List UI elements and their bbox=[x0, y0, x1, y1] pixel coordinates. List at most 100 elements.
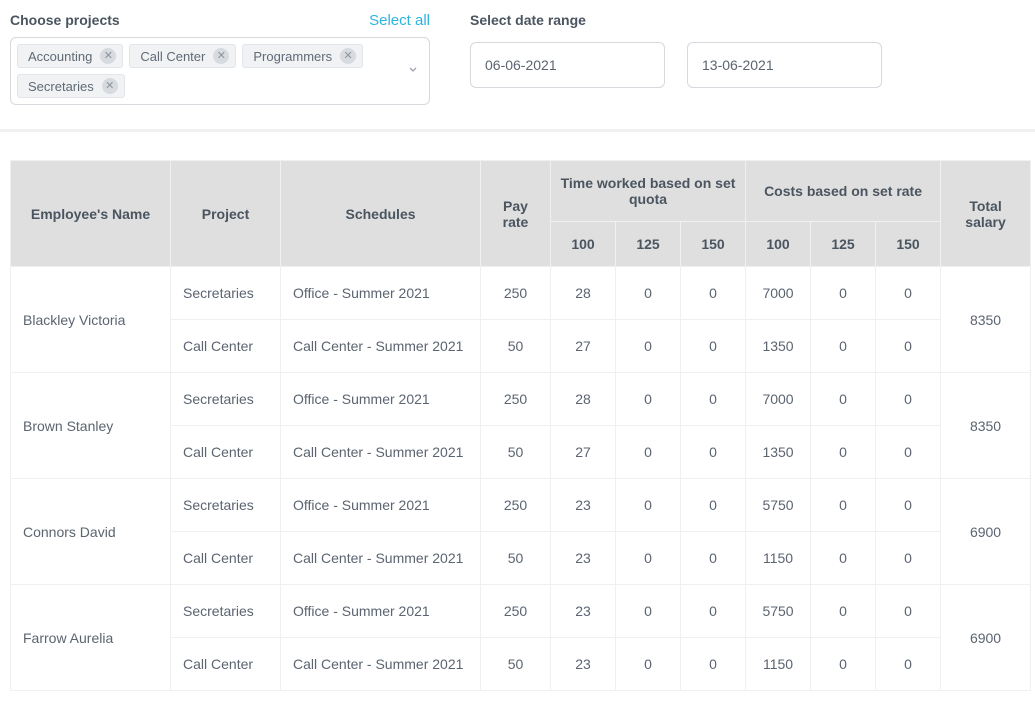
cell-project: Call Center bbox=[171, 532, 281, 585]
date-range-filter: Select date range 06-06-2021 13-06-2021 bbox=[470, 12, 882, 88]
table-row: Farrow AureliaSecretariesOffice - Summer… bbox=[11, 585, 1031, 638]
cell-t100: 27 bbox=[551, 426, 616, 479]
th-pay-rate: Pay rate bbox=[481, 161, 551, 267]
cell-t150: 0 bbox=[681, 426, 746, 479]
cell-schedule: Office - Summer 2021 bbox=[281, 373, 481, 426]
cell-c125: 0 bbox=[811, 638, 876, 691]
th-total: Total salary bbox=[941, 161, 1031, 267]
cell-total-salary: 8350 bbox=[941, 373, 1031, 479]
cell-t150: 0 bbox=[681, 479, 746, 532]
th-employee: Employee's Name bbox=[11, 161, 171, 267]
cell-c125: 0 bbox=[811, 320, 876, 373]
cell-pay: 250 bbox=[481, 585, 551, 638]
th-schedules: Schedules bbox=[281, 161, 481, 267]
filters-bar: Choose projects Select all Accounting✕Ca… bbox=[0, 0, 1035, 132]
project-chip-label: Secretaries bbox=[28, 79, 94, 94]
date-row: 06-06-2021 13-06-2021 bbox=[470, 42, 882, 88]
cell-c125: 0 bbox=[811, 373, 876, 426]
date-to-input[interactable]: 13-06-2021 bbox=[687, 42, 882, 88]
cell-t125: 0 bbox=[616, 638, 681, 691]
cell-t125: 0 bbox=[616, 426, 681, 479]
cell-schedule: Call Center - Summer 2021 bbox=[281, 532, 481, 585]
cell-c100: 1350 bbox=[746, 320, 811, 373]
chevron-down-icon[interactable] bbox=[407, 64, 419, 79]
cell-schedule: Office - Summer 2021 bbox=[281, 267, 481, 320]
cell-t125: 0 bbox=[616, 267, 681, 320]
cell-t150: 0 bbox=[681, 532, 746, 585]
project-chip-label: Call Center bbox=[140, 49, 205, 64]
cell-t125: 0 bbox=[616, 320, 681, 373]
cell-c100: 1350 bbox=[746, 426, 811, 479]
date-to-value: 13-06-2021 bbox=[702, 57, 774, 73]
th-cost-125: 125 bbox=[811, 222, 876, 267]
cell-project: Secretaries bbox=[171, 267, 281, 320]
cell-c100: 7000 bbox=[746, 267, 811, 320]
close-icon[interactable]: ✕ bbox=[102, 78, 118, 94]
project-chip[interactable]: Programmers ✕ bbox=[242, 44, 363, 68]
cell-total-salary: 6900 bbox=[941, 585, 1031, 691]
th-cost-group: Costs based on set rate bbox=[746, 161, 941, 222]
cell-project: Call Center bbox=[171, 638, 281, 691]
th-project: Project bbox=[171, 161, 281, 267]
cell-c100: 5750 bbox=[746, 585, 811, 638]
project-chip-label: Programmers bbox=[253, 49, 332, 64]
cell-c150: 0 bbox=[876, 373, 941, 426]
cell-c125: 0 bbox=[811, 267, 876, 320]
projects-filter: Choose projects Select all Accounting✕Ca… bbox=[10, 12, 430, 105]
date-from-input[interactable]: 06-06-2021 bbox=[470, 42, 665, 88]
cell-employee-name: Farrow Aurelia bbox=[11, 585, 171, 691]
close-icon[interactable]: ✕ bbox=[340, 48, 356, 64]
table-body: Blackley VictoriaSecretariesOffice - Sum… bbox=[11, 267, 1031, 691]
cell-schedule: Office - Summer 2021 bbox=[281, 585, 481, 638]
cell-t100: 23 bbox=[551, 585, 616, 638]
cell-t150: 0 bbox=[681, 320, 746, 373]
cell-c125: 0 bbox=[811, 585, 876, 638]
cell-c150: 0 bbox=[876, 585, 941, 638]
cell-employee-name: Connors David bbox=[11, 479, 171, 585]
close-icon[interactable]: ✕ bbox=[213, 48, 229, 64]
cell-pay: 50 bbox=[481, 320, 551, 373]
cell-c100: 1150 bbox=[746, 532, 811, 585]
cell-c150: 0 bbox=[876, 479, 941, 532]
cell-project: Secretaries bbox=[171, 585, 281, 638]
cell-t125: 0 bbox=[616, 373, 681, 426]
cell-schedule: Call Center - Summer 2021 bbox=[281, 320, 481, 373]
cell-schedule: Call Center - Summer 2021 bbox=[281, 638, 481, 691]
cell-t150: 0 bbox=[681, 585, 746, 638]
cell-pay: 50 bbox=[481, 426, 551, 479]
th-time-125: 125 bbox=[616, 222, 681, 267]
cell-pay: 250 bbox=[481, 479, 551, 532]
cell-schedule: Office - Summer 2021 bbox=[281, 479, 481, 532]
cell-total-salary: 8350 bbox=[941, 267, 1031, 373]
cell-t100: 23 bbox=[551, 479, 616, 532]
projects-label: Choose projects bbox=[10, 12, 120, 28]
cell-project: Call Center bbox=[171, 320, 281, 373]
cell-c100: 5750 bbox=[746, 479, 811, 532]
table-row: Blackley VictoriaSecretariesOffice - Sum… bbox=[11, 267, 1031, 320]
cell-c150: 0 bbox=[876, 320, 941, 373]
cell-t100: 28 bbox=[551, 267, 616, 320]
cell-c150: 0 bbox=[876, 267, 941, 320]
cell-project: Secretaries bbox=[171, 479, 281, 532]
cell-employee-name: Blackley Victoria bbox=[11, 267, 171, 373]
th-time-group: Time worked based on set quota bbox=[551, 161, 746, 222]
report-table: Employee's Name Project Schedules Pay ra… bbox=[10, 160, 1031, 691]
date-from-value: 06-06-2021 bbox=[485, 57, 557, 73]
cell-c150: 0 bbox=[876, 532, 941, 585]
cell-t150: 0 bbox=[681, 267, 746, 320]
cell-project: Call Center bbox=[171, 426, 281, 479]
cell-total-salary: 6900 bbox=[941, 479, 1031, 585]
project-chip[interactable]: Call Center ✕ bbox=[129, 44, 236, 68]
close-icon[interactable]: ✕ bbox=[100, 48, 116, 64]
cell-t100: 23 bbox=[551, 532, 616, 585]
select-all-link[interactable]: Select all bbox=[369, 12, 430, 29]
table-row: Connors DavidSecretariesOffice - Summer … bbox=[11, 479, 1031, 532]
projects-filter-header: Choose projects Select all bbox=[10, 12, 430, 29]
project-chip[interactable]: Accounting✕ bbox=[17, 44, 123, 68]
cell-project: Secretaries bbox=[171, 373, 281, 426]
project-chip[interactable]: Secretaries ✕ bbox=[17, 74, 125, 98]
cell-pay: 50 bbox=[481, 638, 551, 691]
table-row: Brown StanleySecretariesOffice - Summer … bbox=[11, 373, 1031, 426]
cell-t100: 27 bbox=[551, 320, 616, 373]
projects-multiselect[interactable]: Accounting✕Call Center✕Programmers✕Secre… bbox=[10, 37, 430, 105]
